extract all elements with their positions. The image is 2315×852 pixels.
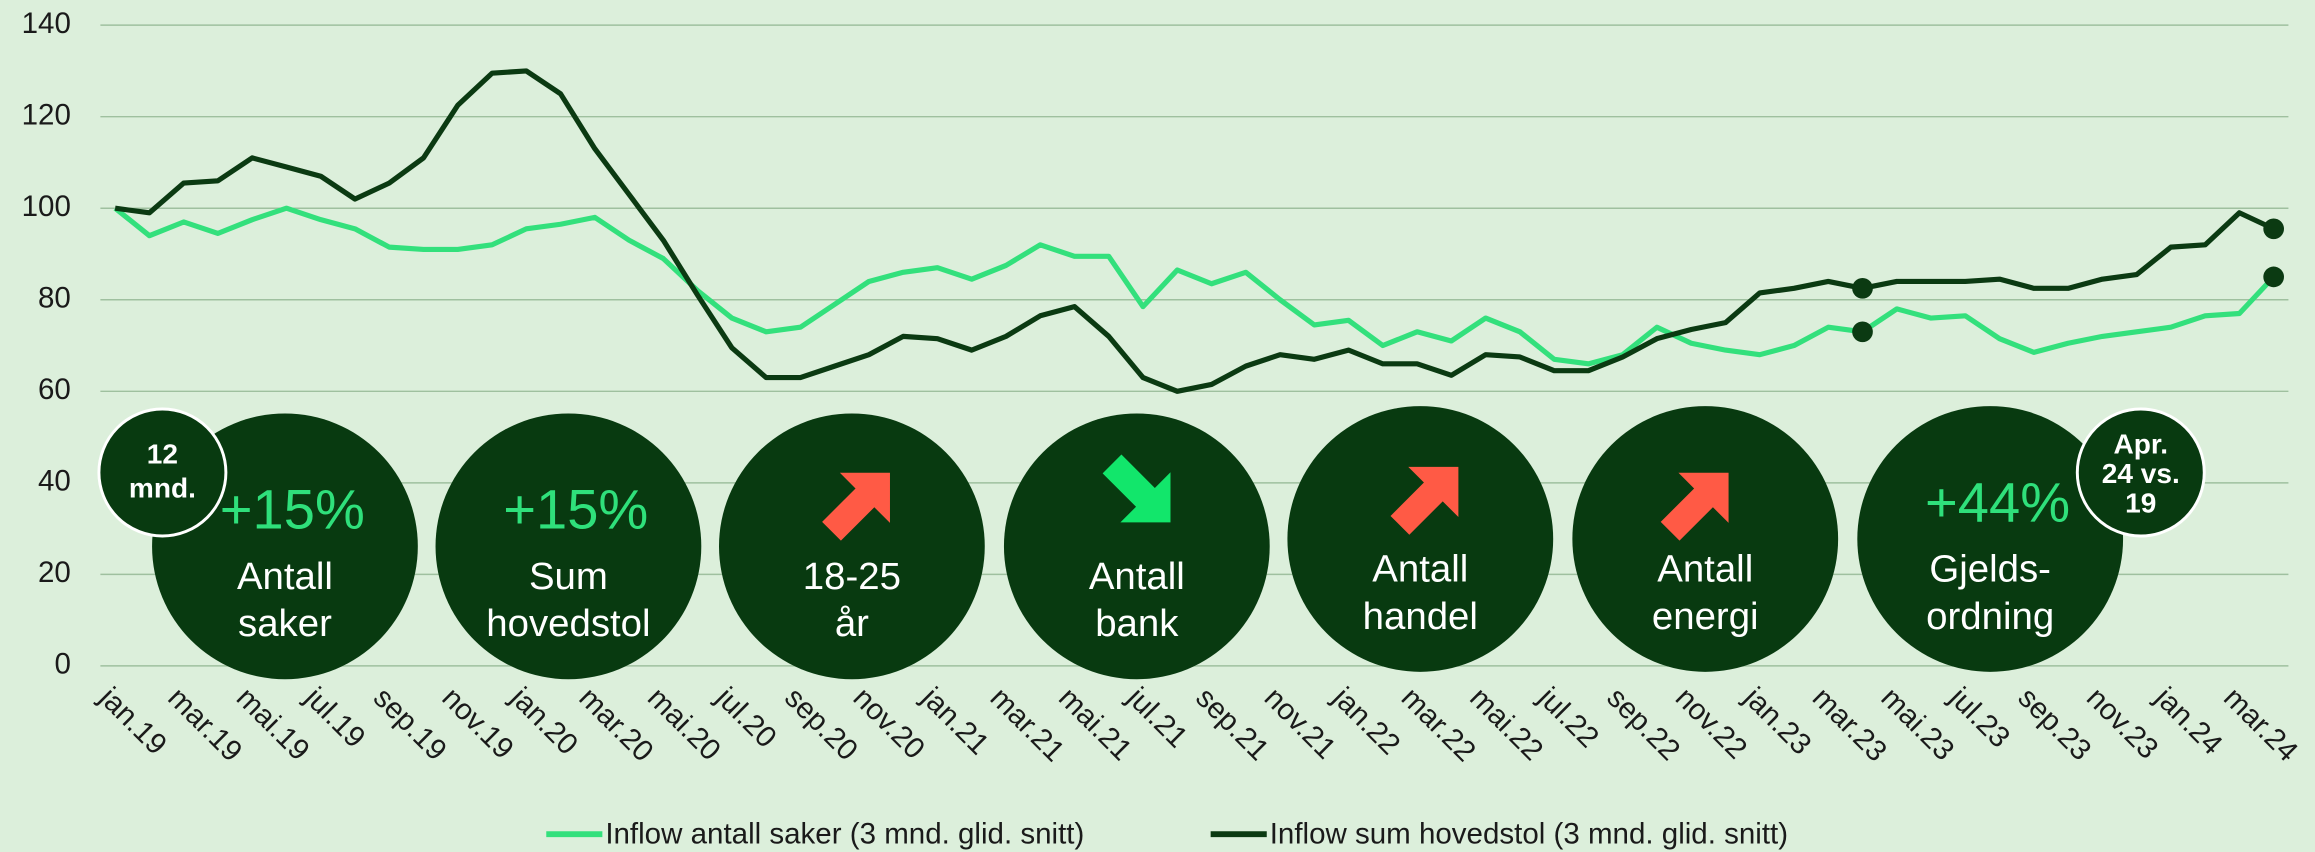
callout-label: bank	[1095, 602, 1179, 645]
series-line	[113, 205, 2276, 367]
y-tick-label: 100	[22, 190, 71, 223]
callout-label: hovedstol	[486, 602, 650, 645]
callout-headline: +15%	[220, 478, 365, 541]
note-circle	[97, 407, 228, 538]
callout-circle	[435, 413, 702, 680]
callout-circle	[1857, 406, 2124, 672]
highlight-dot	[1852, 277, 1873, 299]
callout-label: 18-25	[803, 555, 901, 598]
note-text: Apr.	[2114, 428, 2169, 459]
legend-label: Inflow antall saker (3 mnd. glid. snitt)	[605, 817, 1084, 850]
y-tick-label: 60	[38, 373, 71, 406]
callout-headline: +44%	[1925, 470, 2070, 533]
legend-label: Inflow sum hovedstol (3 mnd. glid. snitt…	[1270, 817, 1788, 850]
callout-headline: +15%	[503, 478, 648, 541]
callout-label: ordning	[1926, 595, 2054, 638]
callout-circle	[1287, 406, 1554, 672]
highlight-dot	[1852, 321, 1873, 343]
callout-circle	[1572, 406, 1839, 672]
callout-label: energi	[1652, 595, 1759, 638]
arrow-down	[1102, 454, 1171, 523]
lines	[113, 68, 2284, 394]
legend: Inflow antall saker (3 mnd. glid. snitt)…	[546, 817, 1788, 850]
arrow-up	[1660, 472, 1729, 541]
note-text: 19	[2125, 487, 2156, 518]
y-tick-label: 120	[22, 98, 71, 131]
y-tick-label: 0	[54, 648, 70, 681]
note-text: mnd.	[129, 473, 196, 504]
highlight-dot	[2263, 218, 2284, 240]
series-line	[114, 68, 2275, 394]
y-tick-label: 140	[22, 7, 71, 40]
note-circle	[2075, 407, 2206, 538]
callout-label: Gjelds-	[1929, 548, 2051, 591]
callout-label: år	[835, 602, 869, 645]
y-tick-label: 80	[38, 282, 71, 315]
callout-label: Antall	[1089, 555, 1185, 598]
callout-label: Sum	[529, 555, 608, 598]
highlight-dot	[2263, 266, 2284, 288]
callout-circle	[719, 413, 985, 680]
callout-label: handel	[1363, 595, 1478, 638]
callout-label: saker	[238, 602, 332, 645]
note-text: 24 vs.	[2102, 458, 2180, 489]
y-tick-label: 40	[38, 465, 71, 498]
callouts: +15% Antall saker +15% Sum hovedstol 18-…	[97, 406, 2206, 680]
callout-label: Antall	[1372, 548, 1468, 591]
arrow-up	[822, 472, 890, 541]
callout-label: Antall	[1657, 548, 1753, 591]
y-tick-label: 20	[38, 556, 71, 589]
callout-label: Antall	[237, 555, 333, 598]
note-text: 12	[147, 439, 178, 470]
callout-circle	[1003, 413, 1270, 680]
arrow-up	[1390, 466, 1459, 535]
